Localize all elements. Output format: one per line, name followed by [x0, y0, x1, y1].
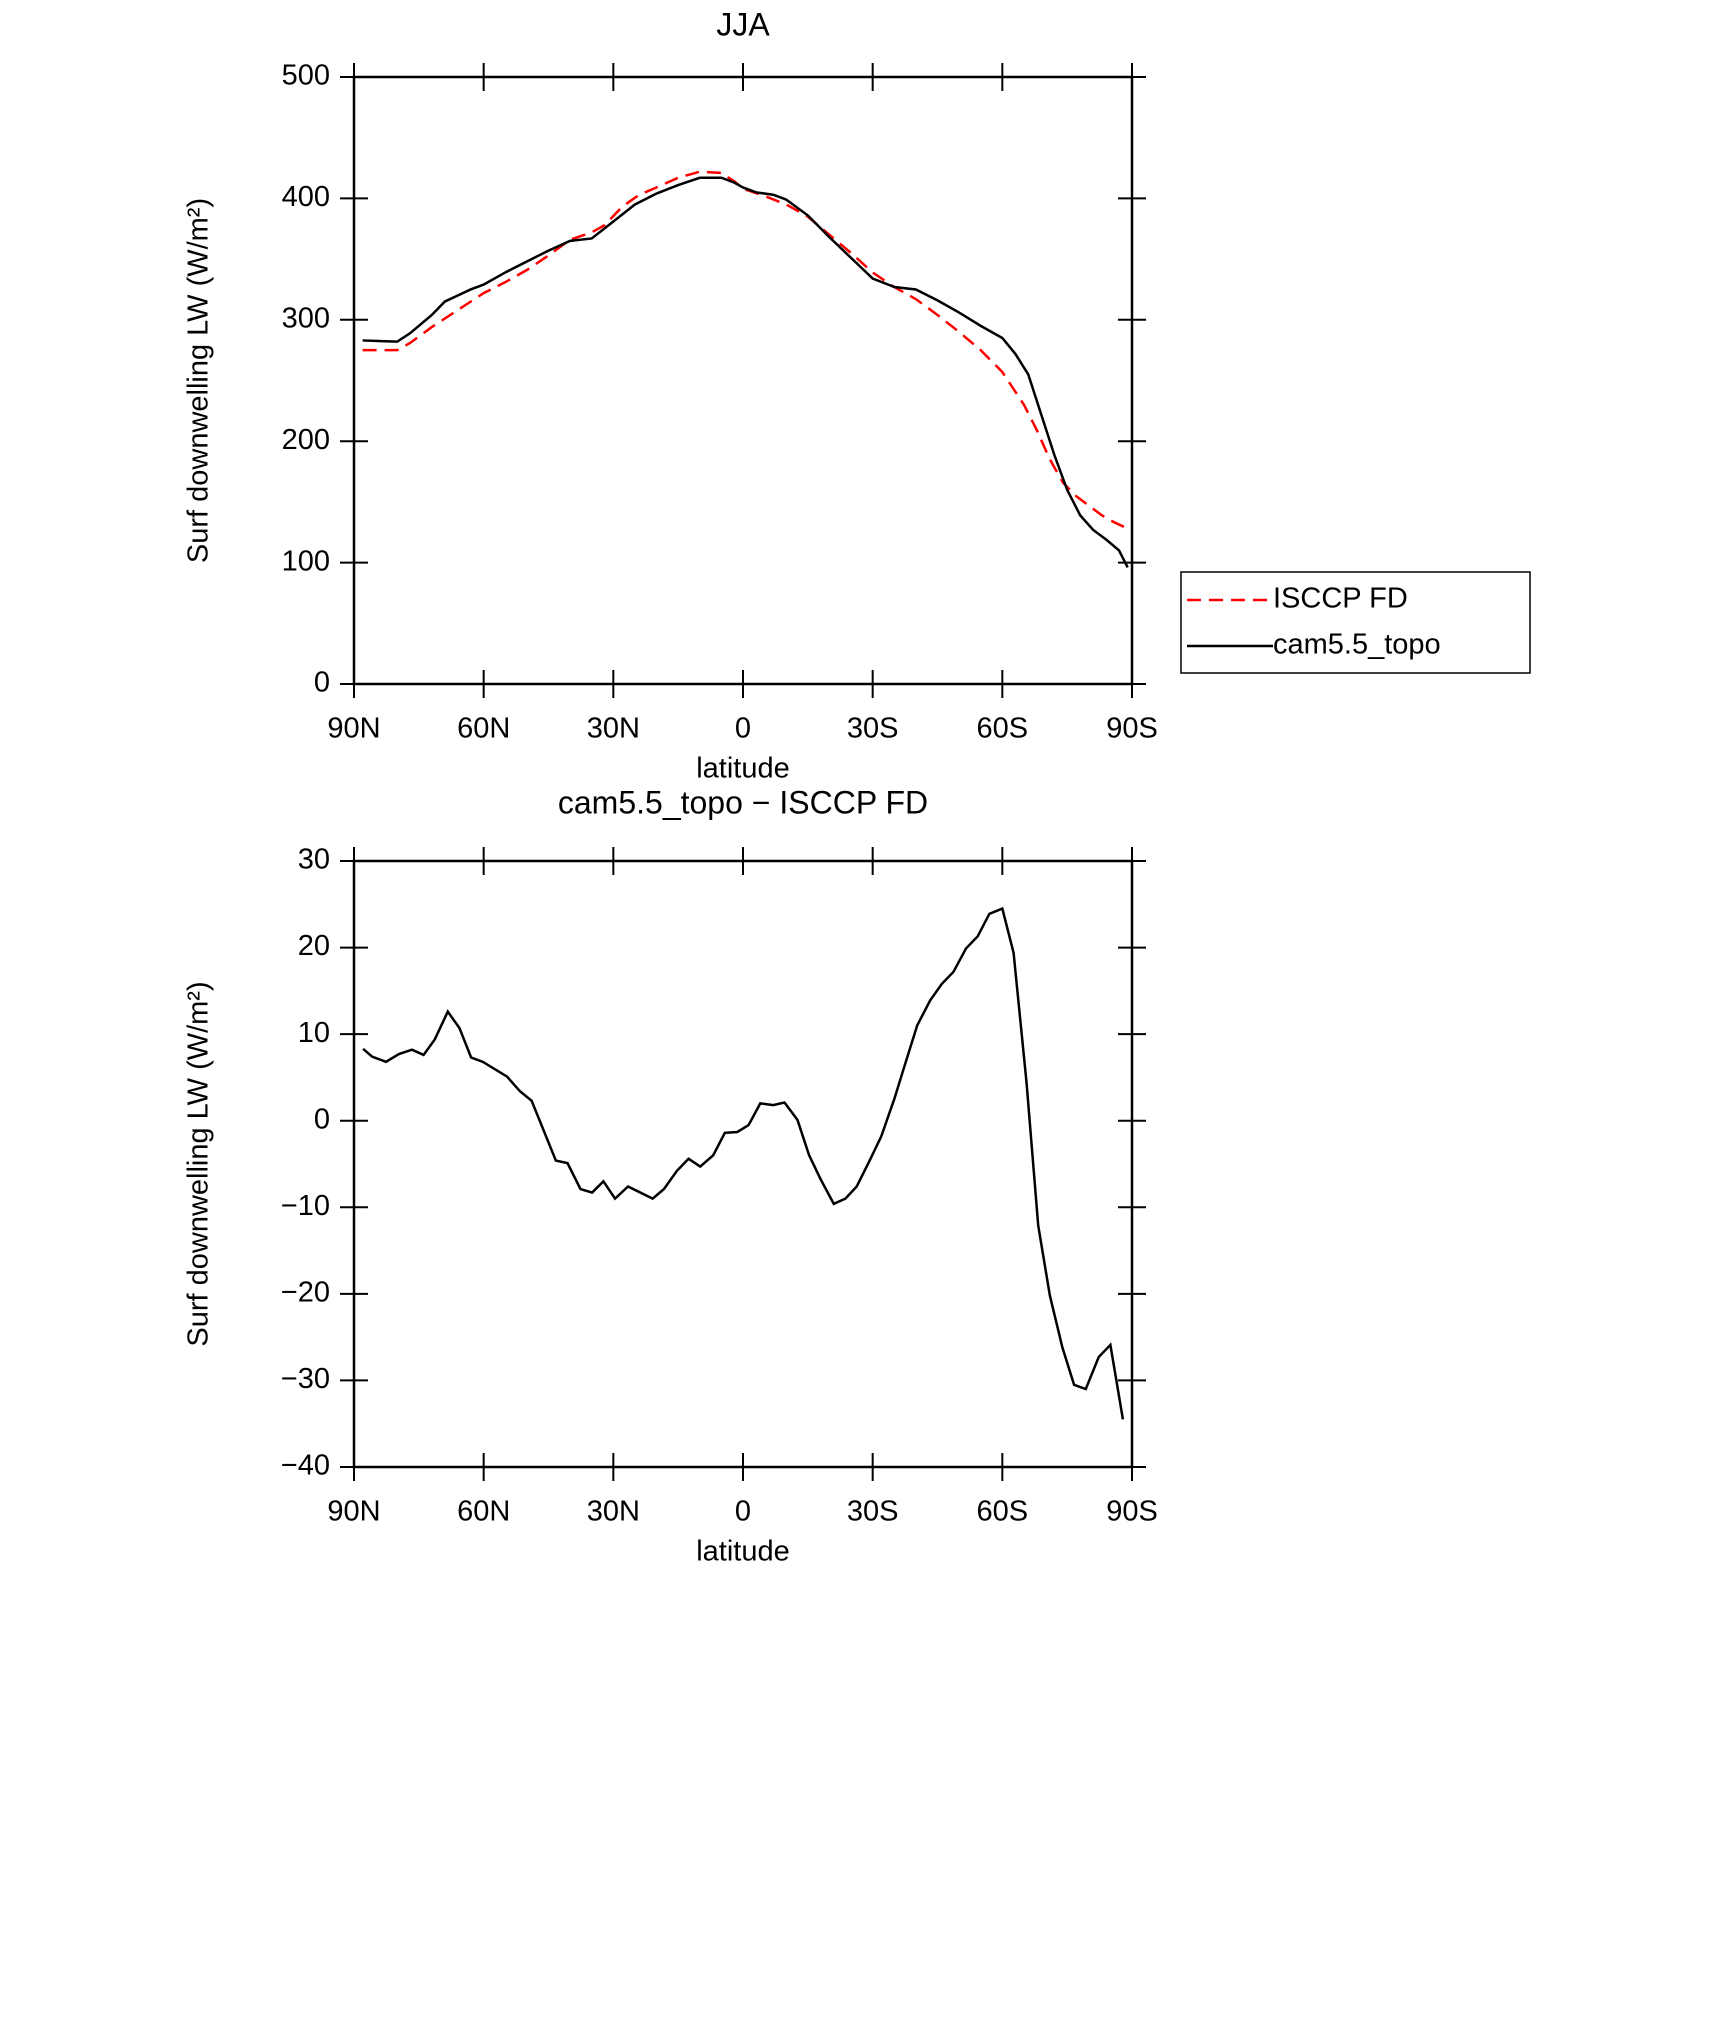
legend-box [1180, 571, 1531, 674]
x-axis-label: latitude [696, 753, 790, 785]
x-tick-label: 90N [327, 713, 380, 745]
y-tick-label: −20 [281, 1277, 330, 1309]
y-tick-label: −10 [281, 1190, 330, 1222]
data-line [362, 176, 1129, 569]
x-tick-label: 30N [587, 713, 640, 745]
y-tick-label: 400 [282, 181, 330, 213]
chart-title: cam5.5_topo − ISCCP FD [558, 784, 928, 820]
plot-frame [352, 75, 1134, 686]
y-tick-label: 500 [282, 60, 330, 92]
x-tick-label: 90S [1106, 713, 1158, 745]
y-tick-label: 300 [282, 302, 330, 334]
data-line [362, 170, 1129, 530]
plot-frame [352, 859, 1134, 1469]
y-axis-label: Surf downwelling LW (W/m²) [183, 198, 215, 563]
y-tick-label: 100 [282, 545, 330, 577]
y-axis-label: Surf downwelling LW (W/m²) [183, 981, 215, 1346]
legend-label: cam5.5_topo [1273, 629, 1441, 661]
x-tick-label: 60S [977, 713, 1029, 745]
x-tick-label: 60N [457, 713, 510, 745]
y-tick-label: −30 [281, 1363, 330, 1395]
y-tick-label: 0 [314, 1103, 330, 1135]
y-tick-label: 200 [282, 424, 330, 456]
y-tick-label: 30 [298, 844, 330, 876]
chart-title: JJA [716, 6, 770, 42]
x-tick-label: 0 [735, 1496, 751, 1528]
x-tick-label: 0 [735, 713, 751, 745]
x-tick-label: 30S [847, 1496, 899, 1528]
y-tick-label: 0 [314, 667, 330, 699]
x-tick-label: 90S [1106, 1496, 1158, 1528]
x-tick-label: 30S [847, 713, 899, 745]
x-tick-label: 60S [977, 1496, 1029, 1528]
y-tick-label: 10 [298, 1017, 330, 1049]
x-tick-label: 90N [327, 1496, 380, 1528]
data-line [362, 906, 1125, 1420]
x-tick-label: 60N [457, 1496, 510, 1528]
x-axis-label: latitude [696, 1536, 790, 1568]
y-tick-label: −40 [281, 1450, 330, 1482]
legend-label: ISCCP FD [1273, 583, 1408, 615]
x-tick-label: 30N [587, 1496, 640, 1528]
y-tick-label: 20 [298, 930, 330, 962]
